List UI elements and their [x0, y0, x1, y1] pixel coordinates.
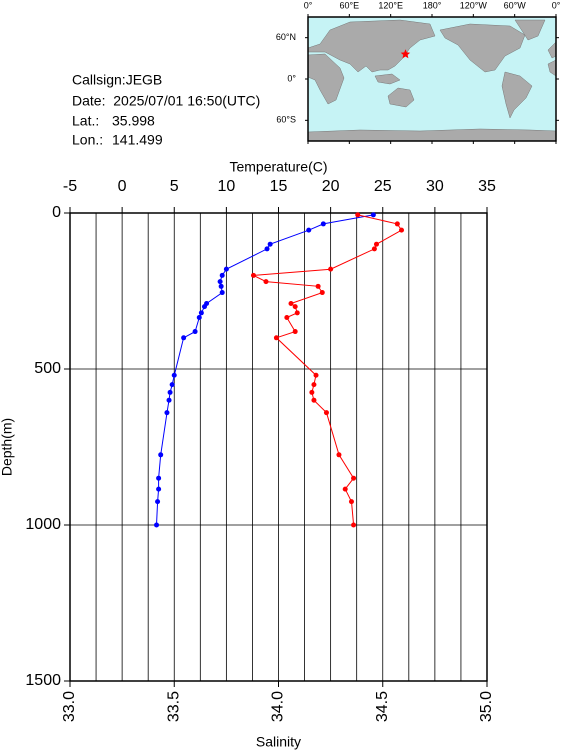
x-tick-label: 33.5: [165, 691, 182, 722]
profile-line: [251, 214, 403, 526]
profile-point: [355, 212, 361, 218]
x-tick-label: 35.0: [478, 691, 495, 722]
y-tick-label: 1000: [25, 516, 61, 533]
profile-point: [169, 382, 175, 388]
lat-label: Lat.:: [72, 113, 99, 129]
profile-point: [155, 499, 161, 505]
profile-point: [292, 304, 298, 310]
profile-point: [192, 329, 198, 335]
lon-value: 141.499: [112, 132, 163, 148]
profile-point: [219, 290, 225, 296]
map-lon-label: 60°W: [504, 0, 527, 10]
y-tick-label: 0: [52, 204, 61, 221]
map-lon-label: 0°: [552, 0, 561, 10]
profile-point: [342, 486, 348, 492]
profile-point: [198, 310, 204, 316]
profile-point: [373, 241, 379, 247]
profile-point: [394, 221, 400, 227]
profile-point: [370, 212, 376, 218]
profile-point: [267, 241, 273, 247]
x-tick-label: 34.0: [270, 691, 287, 722]
profile-point: [328, 266, 334, 272]
profile-point: [196, 315, 202, 321]
x2-tick-label: -5: [63, 178, 77, 195]
x2-axis-title: Temperature(C): [229, 159, 327, 175]
x2-tick-label: 25: [374, 178, 392, 195]
profile-point: [319, 290, 325, 296]
profile-point: [154, 522, 160, 528]
profile-point: [311, 397, 317, 403]
x-tick-label: 34.5: [374, 691, 391, 722]
profile-point: [306, 227, 312, 233]
map-lon-label: 120°E: [378, 0, 403, 10]
profile-point: [336, 452, 342, 458]
profile-point: [171, 372, 177, 378]
profile-point: [156, 486, 162, 492]
profile-point: [351, 522, 357, 528]
world-map: [307, 16, 557, 142]
profile-point: [164, 410, 170, 416]
profile-point: [320, 221, 326, 227]
x2-tick-label: 30: [426, 178, 444, 195]
map-lon-label: 180°: [423, 0, 442, 10]
profile-point: [156, 475, 162, 481]
profile-point: [219, 272, 225, 278]
profile-point: [288, 300, 294, 306]
profile-point: [399, 227, 405, 233]
x-tick-label: 33.0: [61, 691, 78, 722]
profile-point: [371, 246, 377, 252]
x2-tick-label: 0: [118, 178, 127, 195]
profile-point: [294, 310, 300, 316]
profile-point: [348, 499, 354, 505]
land: [307, 19, 557, 142]
x2-tick-label: 15: [270, 178, 288, 195]
y-tick-label: 500: [34, 360, 61, 377]
profile-point: [181, 335, 187, 341]
lon-label: Lon.:: [72, 132, 103, 148]
profile-point: [309, 389, 315, 395]
profile-point: [292, 329, 298, 335]
y-axis-title: Depth(m): [0, 418, 15, 476]
y-tick-label: 1500: [25, 672, 61, 689]
map-lat-label: 0°: [287, 73, 296, 83]
profile-point: [201, 304, 207, 310]
profile-line: [156, 214, 374, 526]
profile-point: [351, 475, 357, 481]
profile-point: [218, 283, 224, 289]
profile-point: [315, 283, 321, 289]
profile-point: [263, 279, 269, 285]
x2-tick-label: 20: [322, 178, 340, 195]
profile-point: [158, 452, 164, 458]
map-lon-label: 60°E: [340, 0, 360, 10]
station-marker: [400, 49, 411, 59]
profile-point: [217, 279, 223, 285]
profile-point: [311, 382, 317, 388]
profile-point: [223, 266, 229, 272]
date: Date: 2025/07/01 16:50(UTC): [72, 93, 260, 109]
x2-tick-label: 5: [170, 178, 179, 195]
x-axis-title: Salinity: [256, 734, 301, 750]
profile-point: [313, 372, 319, 378]
profile-point: [167, 389, 173, 395]
map-lon-label: 120°W: [460, 0, 488, 10]
profile-point: [323, 410, 329, 416]
profile-point: [250, 272, 256, 278]
map-lat-label: 60°S: [276, 115, 296, 125]
profile-point: [273, 335, 279, 341]
profile-point: [284, 315, 290, 321]
callsign: Callsign:JEGB: [72, 72, 162, 88]
profile-point: [264, 246, 270, 252]
profile-point: [166, 397, 172, 403]
x2-tick-label: 35: [478, 178, 496, 195]
map-lat-label: 60°N: [276, 32, 296, 42]
lat-value: 35.998: [112, 113, 155, 129]
map-lon-label: 0°: [304, 0, 313, 10]
x2-tick-label: 10: [217, 178, 235, 195]
